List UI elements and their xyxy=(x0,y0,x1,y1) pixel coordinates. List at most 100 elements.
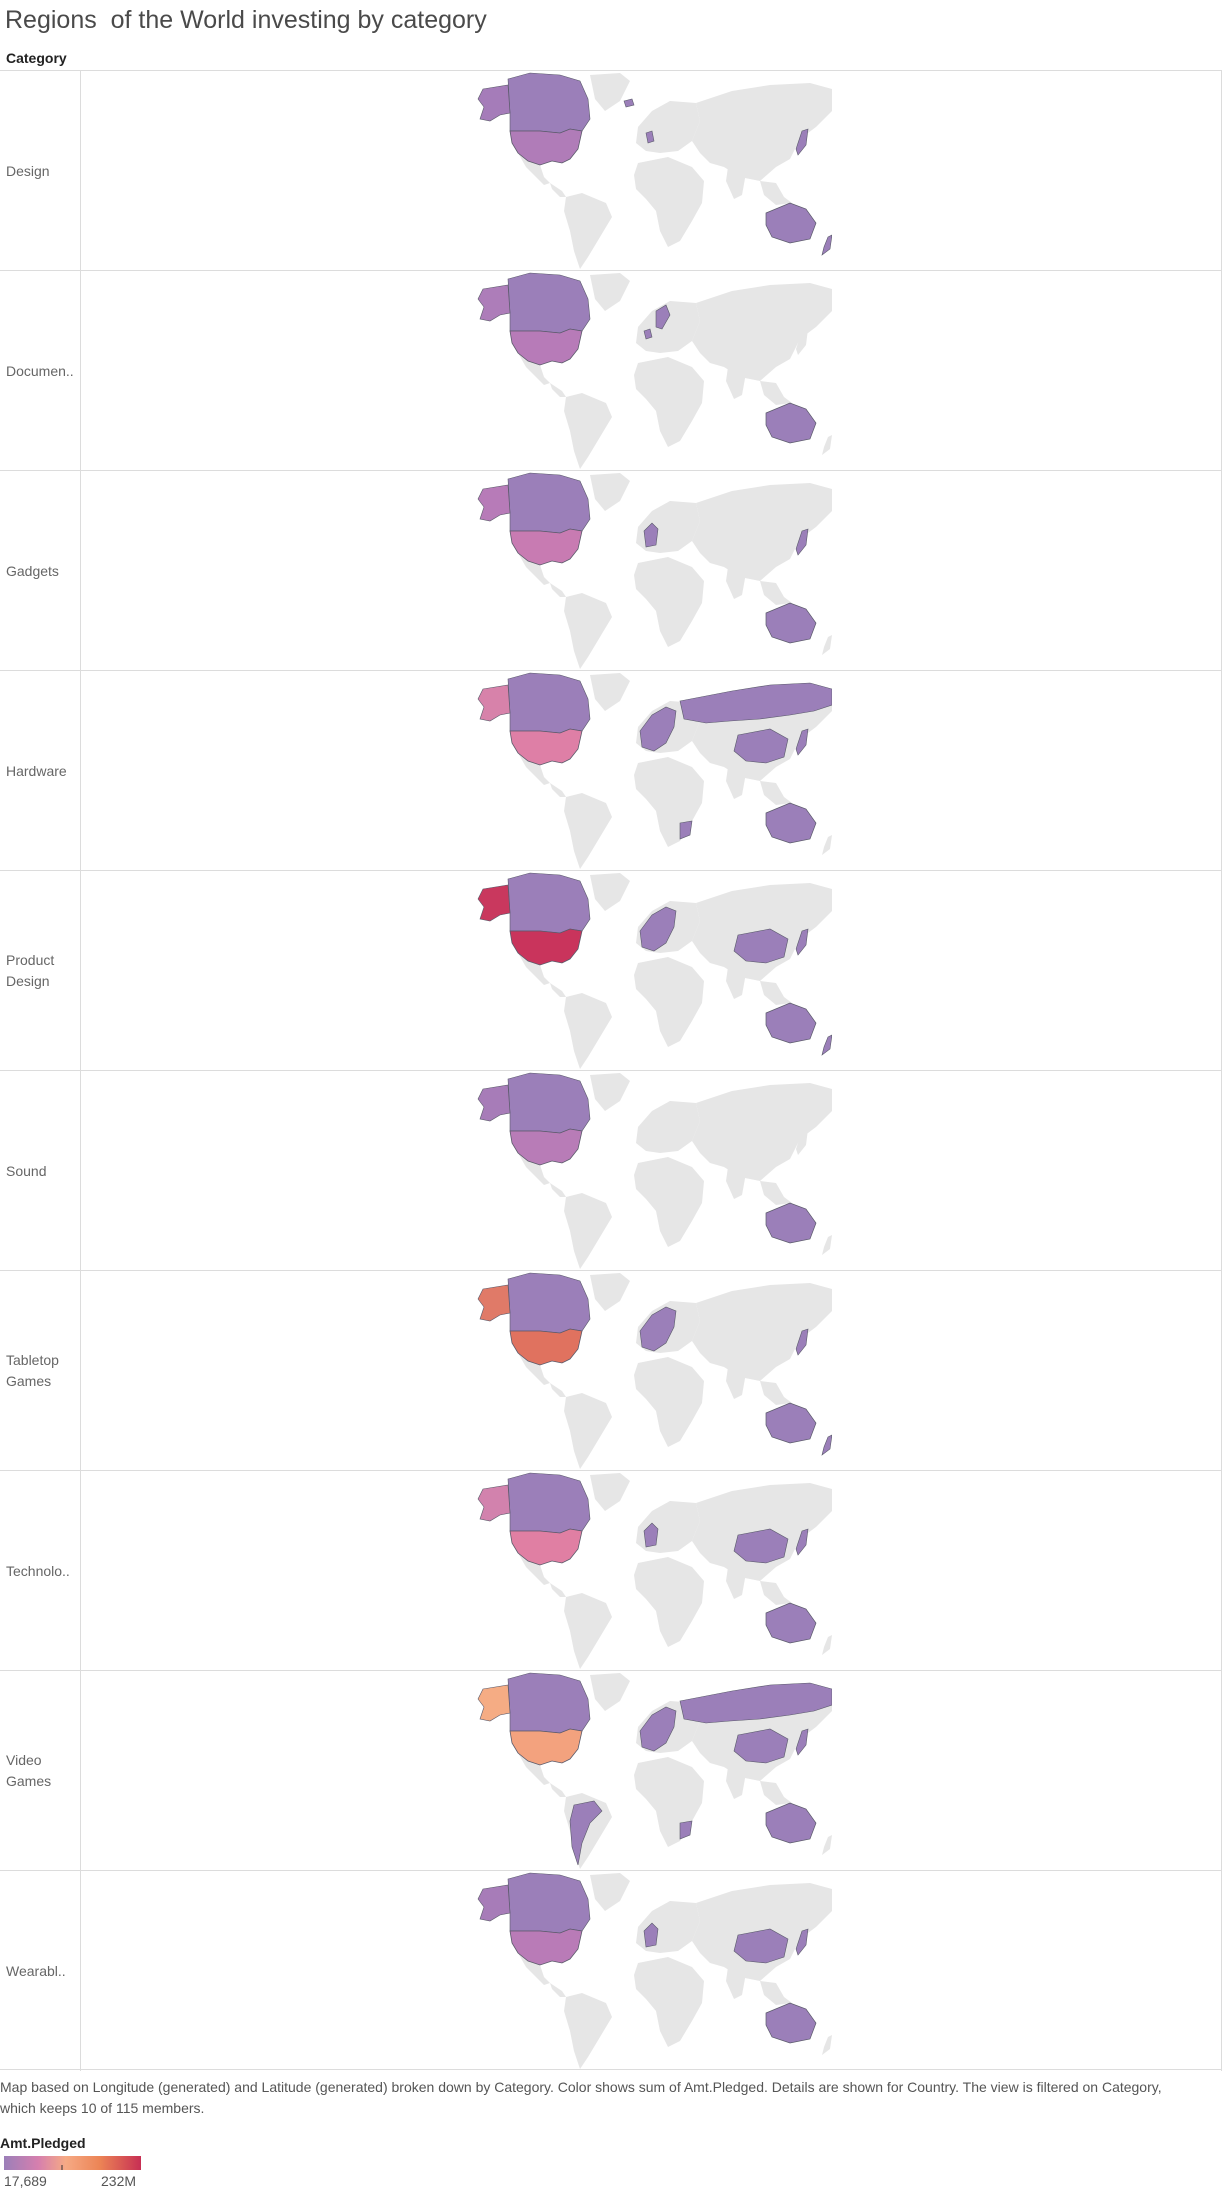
land-southam xyxy=(564,993,612,1069)
category-label[interactable]: Gadgets xyxy=(6,562,59,579)
country-australia xyxy=(765,2002,817,2044)
land-mexico xyxy=(518,1153,550,1185)
category-label[interactable]: Technolo.. xyxy=(6,1562,70,1579)
land-southam xyxy=(564,1993,612,2069)
row-border xyxy=(1221,1671,1222,1871)
country-alaska xyxy=(477,84,511,122)
land-india xyxy=(726,767,746,799)
country-australia xyxy=(765,602,817,644)
country-australia xyxy=(765,202,817,244)
land-mexico xyxy=(518,1353,550,1385)
land-africa xyxy=(634,357,704,447)
row-divider xyxy=(80,871,81,1071)
country-australia xyxy=(765,1402,817,1444)
country-alaska xyxy=(477,1284,511,1322)
color-legend-bar[interactable] xyxy=(4,2156,141,2170)
land-mexico xyxy=(518,353,550,385)
land-southam xyxy=(564,193,612,269)
land-greenland xyxy=(590,1273,630,1311)
land-africa xyxy=(634,1957,704,2047)
land-nz xyxy=(822,1835,832,1855)
region-europe xyxy=(639,1306,677,1352)
land-asia xyxy=(692,1283,832,1381)
land-central xyxy=(550,1983,566,1997)
country-australia xyxy=(765,802,817,844)
land-greenland xyxy=(590,1073,630,1111)
category-label[interactable]: Video Games xyxy=(6,1752,52,1789)
land-greenland xyxy=(590,1873,630,1911)
row-border xyxy=(1221,271,1222,471)
country-alaska xyxy=(477,684,511,722)
region-south-america xyxy=(569,1800,603,1866)
row-border xyxy=(1221,671,1222,871)
land-central xyxy=(550,1183,566,1197)
country-usa xyxy=(509,128,583,166)
map-caption: Map based on Longitude (generated) and L… xyxy=(0,2079,1162,2116)
country-alaska xyxy=(477,1084,511,1122)
category-label[interactable]: Hardware xyxy=(6,762,67,779)
world-map[interactable] xyxy=(470,71,832,271)
row-border xyxy=(1221,1871,1222,2071)
country-china xyxy=(733,728,789,764)
land-nz xyxy=(822,2035,832,2055)
world-map[interactable] xyxy=(470,671,832,871)
country-alaska xyxy=(477,284,511,322)
land-india xyxy=(726,1167,746,1199)
land-greenland xyxy=(590,873,630,911)
land-asia xyxy=(692,83,832,181)
country-uk xyxy=(645,130,655,144)
country-canada xyxy=(507,1472,591,1534)
row-divider xyxy=(80,471,81,671)
land-southam xyxy=(564,1593,612,1669)
country-canada xyxy=(507,672,591,734)
land-seasia xyxy=(760,781,792,805)
land-mexico xyxy=(518,153,550,185)
category-label[interactable]: Product Design xyxy=(6,952,55,989)
country-japan xyxy=(795,528,809,556)
category-label[interactable]: Design xyxy=(6,162,50,179)
world-map[interactable] xyxy=(470,1071,832,1271)
world-map[interactable] xyxy=(470,871,832,1071)
land-southam xyxy=(564,1393,612,1469)
country-japan xyxy=(795,1328,809,1356)
category-row: Video Games xyxy=(0,1670,1222,1871)
category-label[interactable]: Wearabl.. xyxy=(6,1962,66,1979)
country-japan xyxy=(795,128,809,156)
country-alaska xyxy=(477,1484,511,1522)
legend-max-label: 232M xyxy=(101,2173,137,2189)
country-iceland xyxy=(623,98,635,108)
land-seasia xyxy=(760,381,792,405)
region-western-europe xyxy=(643,522,659,548)
category-label[interactable]: Tabletop Games xyxy=(6,1352,59,1389)
land-india xyxy=(726,1367,746,1399)
land-japan xyxy=(796,1129,808,1155)
country-canada xyxy=(507,872,591,934)
category-label[interactable]: Sound xyxy=(6,1162,47,1179)
world-map[interactable] xyxy=(470,1471,832,1671)
land-southam xyxy=(564,393,612,469)
land-india xyxy=(726,1967,746,1999)
world-map[interactable] xyxy=(470,471,832,671)
world-map[interactable] xyxy=(470,271,832,471)
country-canada xyxy=(507,1272,591,1334)
row-divider xyxy=(80,1071,81,1271)
country-canada xyxy=(507,272,591,334)
country-usa xyxy=(509,1528,583,1566)
country-japan xyxy=(795,1728,809,1756)
category-label[interactable]: Documen.. xyxy=(6,362,74,379)
land-southam xyxy=(564,1193,612,1269)
row-divider xyxy=(80,1271,81,1471)
region-europe xyxy=(639,1706,677,1752)
world-map[interactable] xyxy=(470,1671,832,1871)
land-africa xyxy=(634,1757,704,1847)
world-map[interactable] xyxy=(470,1271,832,1471)
land-africa xyxy=(634,157,704,247)
land-india xyxy=(726,367,746,399)
country-russia xyxy=(679,1682,832,1724)
country-south-africa xyxy=(679,1820,693,1840)
land-seasia xyxy=(760,1381,792,1405)
land-seasia xyxy=(760,581,792,605)
land-europe xyxy=(636,301,700,353)
world-map[interactable] xyxy=(470,1871,832,2071)
land-mexico xyxy=(518,953,550,985)
